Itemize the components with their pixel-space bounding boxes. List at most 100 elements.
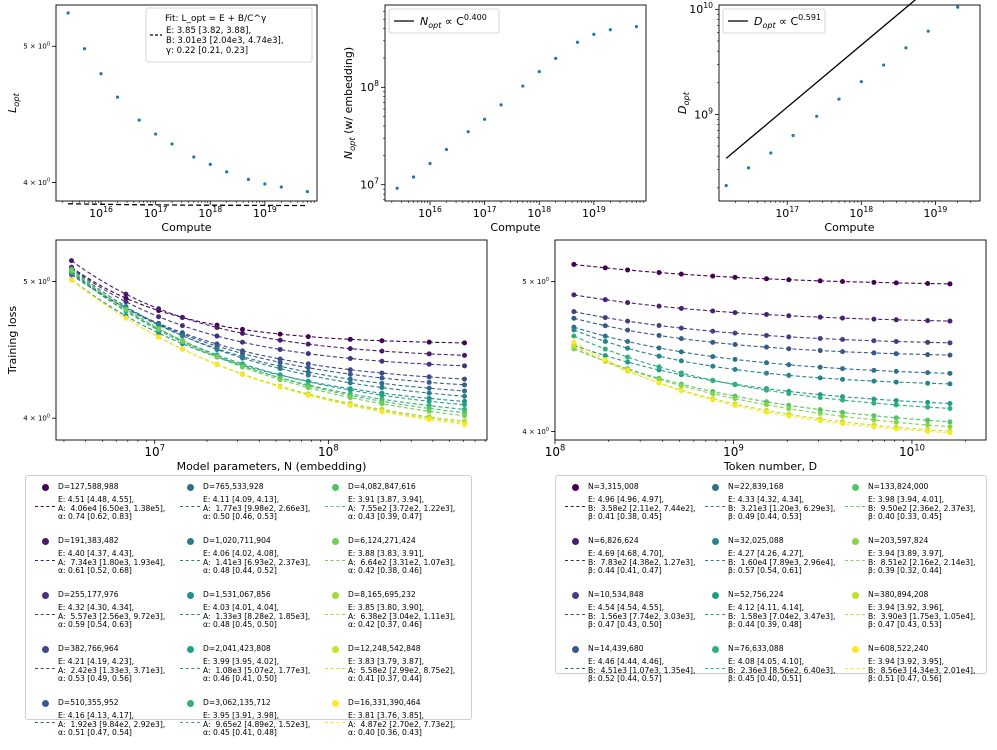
- series-8: [68, 270, 468, 408]
- y-tick-label: 5 × 100: [23, 42, 50, 51]
- legend-item-points: D=1,531,067,856: [177, 588, 322, 602]
- data-point: [115, 95, 120, 99]
- data-point: [347, 403, 353, 409]
- data-point: [379, 409, 385, 415]
- legend-item-points: D=127,588,988: [32, 480, 177, 494]
- legend-dash: [705, 505, 725, 507]
- fit-line: [71, 272, 465, 406]
- legend-fit-text: E: 4.46 [4.44, 4.46], B: 4.51e3 [1.07e3,…: [588, 657, 696, 683]
- data-point: [379, 370, 385, 376]
- legend-fit-text: E: 3.88 [3.83, 3.91], A: 6.64e2 [3.31e2,…: [348, 549, 456, 575]
- data-point: [817, 336, 823, 342]
- legend-fit-text: E: 4.33 [4.32, 4.34], B: 3.21e3 [1.20e3,…: [728, 495, 836, 521]
- y-tick-label: 109: [694, 106, 713, 121]
- data-point: [678, 370, 684, 376]
- data-point: [554, 56, 558, 61]
- legend-marker: [562, 610, 588, 618]
- legend-marker: [177, 610, 203, 618]
- legend-item-fit: E: 4.27 [4.26, 4.27], B: 1.60e4 [7.89e3,…: [702, 548, 842, 588]
- data-point: [625, 345, 631, 351]
- data-point: [815, 114, 819, 118]
- y-tick-label: 5 × 100: [522, 277, 549, 286]
- legend-marker: [322, 483, 348, 491]
- data-point: [840, 409, 846, 415]
- data-point: [602, 315, 608, 321]
- legend-label: N=76,633,088: [728, 643, 784, 653]
- data-point: [347, 387, 353, 393]
- data-point: [893, 368, 899, 374]
- legend-fit-text: E: 3.94 [3.92, 3.96], B: 3.90e3 [1.75e3,…: [868, 603, 976, 629]
- legend-item-fit: E: 4.06 [4.02, 4.08], A: 1.41e3 [6.93e2,…: [177, 548, 322, 588]
- legend-dash: [325, 613, 345, 615]
- legend-fit: Dopt ∝ C0.591: [722, 8, 826, 34]
- legend-text: B: 3.01e3 [2.04e3, 4.74e3],: [166, 36, 284, 46]
- legend-fit-text: E: 4.32 [4.30, 4.34], A: 5.57e3 [2.56e3,…: [58, 603, 166, 629]
- data-point: [68, 277, 74, 283]
- legend-loss-vs-tokens: N=3,315,008 E: 4.96 [4.96, 4.97], B: 3.58…: [555, 475, 987, 683]
- data-point: [277, 384, 283, 390]
- data-point: [925, 339, 931, 345]
- data-point: [763, 312, 769, 318]
- data-point: [947, 352, 953, 358]
- legend-label: D=382,766,964: [58, 643, 119, 653]
- legend-item-fit: E: 3.94 [3.92, 3.96], B: 3.90e3 [1.75e3,…: [842, 602, 982, 642]
- data-point: [462, 393, 468, 399]
- data-point: [426, 385, 432, 391]
- legend-column: D=765,533,928 E: 4.11 [4.09, 4.13], A: 1.…: [177, 480, 322, 750]
- data-point: [305, 392, 311, 398]
- legend-fit-text: E: 4.21 [4.19, 4.23], A: 2.42e3 [1.33e3,…: [58, 657, 166, 683]
- legend-item-points: N=6,826,624: [562, 534, 702, 548]
- data-point: [571, 292, 577, 298]
- fit-line: [71, 269, 465, 417]
- legend-marker: [177, 699, 203, 707]
- axes-frame: [554, 239, 987, 441]
- x-axis-label: Compute: [161, 221, 211, 234]
- x-tick-label: 1019: [923, 205, 947, 220]
- data-point: [656, 303, 662, 309]
- data-point: [791, 133, 795, 138]
- data-point: [602, 333, 608, 339]
- data-point: [99, 72, 103, 76]
- data-point: [710, 363, 716, 369]
- legend-frame: [722, 8, 826, 34]
- x-tick-label: 1017: [473, 205, 497, 220]
- series-5: [571, 327, 953, 387]
- legend-column: N=133,824,000 E: 3.98 [3.94, 4.01], B: 9.…: [842, 480, 982, 696]
- legend-label: D=1,531,067,856: [203, 589, 271, 599]
- data-point: [947, 424, 953, 430]
- legend-fit-text: E: 3.98 [3.94, 4.01], B: 9.50e2 [2.36e2,…: [868, 495, 976, 521]
- data-point: [214, 347, 220, 353]
- data-point: [123, 315, 129, 321]
- fit-line: [573, 329, 951, 385]
- data-point: [732, 274, 738, 280]
- data-point: [871, 279, 877, 285]
- data-point: [214, 362, 220, 368]
- legend-dash: [180, 667, 200, 669]
- data-point: [347, 380, 353, 386]
- fit-line: [573, 317, 951, 356]
- data-point: [871, 424, 877, 430]
- legend-item-fit: E: 3.91 [3.87, 3.94], A: 7.55e2 [3.72e2,…: [322, 494, 467, 534]
- data-point: [379, 380, 385, 386]
- data-point: [871, 417, 877, 423]
- legend-dash: [705, 613, 725, 615]
- legend-item-fit: E: 4.69 [4.68, 4.70], B: 7.83e2 [4.38e2,…: [562, 548, 702, 588]
- data-point: [305, 361, 311, 367]
- legend-item-points: D=8,165,695,232: [322, 588, 467, 602]
- data-point: [893, 419, 899, 425]
- data-point: [426, 351, 432, 357]
- data-point: [840, 376, 846, 382]
- data-point: [156, 322, 162, 328]
- series-2: [571, 309, 953, 346]
- fit-line: [71, 279, 465, 422]
- legend-label: N=10,534,848: [588, 589, 644, 599]
- data-point: [347, 355, 353, 361]
- legend-fit-text: E: 3.91 [3.87, 3.94], A: 7.55e2 [3.72e2,…: [348, 495, 456, 521]
- data-point: [263, 182, 267, 186]
- series-11: [68, 267, 468, 419]
- data-point: [347, 367, 353, 373]
- data-point: [379, 338, 385, 344]
- legend-text: γ: 0.22 [0.21, 0.23]: [166, 46, 248, 56]
- legend-marker: [32, 699, 58, 707]
- legend-marker: [322, 502, 348, 510]
